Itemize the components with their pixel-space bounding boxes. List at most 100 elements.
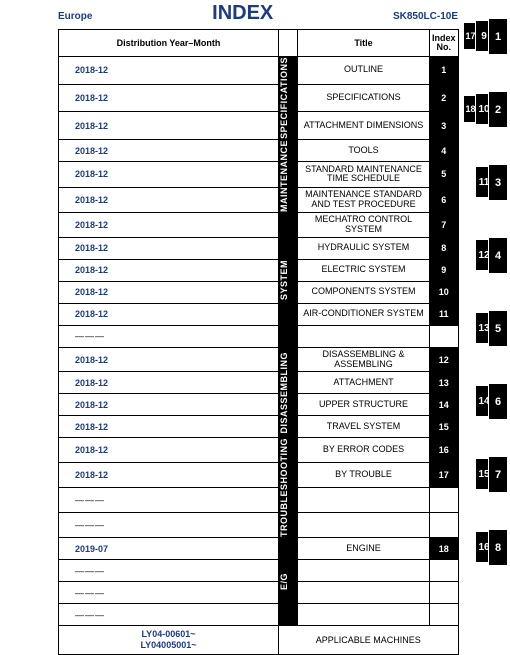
- cell-title: [298, 604, 430, 626]
- table-row: ———: [59, 488, 459, 513]
- table-row: 2018-12 AIR-CONDITIONER SYSTEM11: [59, 303, 459, 325]
- cell-title: ELECTRIC SYSTEM: [298, 259, 430, 281]
- table-row: 2018-12SYSTEMMECHATRO CONTROL SYSTEM7: [59, 212, 459, 237]
- page-title: INDEX: [212, 2, 273, 25]
- cell-distribution: ———: [59, 560, 279, 582]
- cell-title: [298, 582, 430, 604]
- cell-title: OUTLINE: [298, 57, 430, 85]
- cell-title: ENGINE: [298, 538, 430, 560]
- cell-distribution: ———: [59, 582, 279, 604]
- col-distribution: Distribution Year–Month: [59, 30, 279, 57]
- side-tab[interactable]: 7: [488, 456, 508, 493]
- cell-index-no: 3: [430, 112, 459, 140]
- cell-distribution: ———: [59, 325, 279, 347]
- cell-index-no: 16: [430, 438, 459, 463]
- cell-title: DISASSEMBLING & ASSEMBLING: [298, 347, 430, 372]
- table-row: 2019-07E/GENGINE18: [59, 538, 459, 560]
- cell-distribution: ———: [59, 604, 279, 626]
- applicable-machines: APPLICABLE MACHINES: [279, 626, 459, 655]
- cell-category: DISASSEMBLING: [279, 347, 298, 438]
- cell-title: [298, 513, 430, 538]
- table-row: 2018-12UPPER STRUCTURE14: [59, 394, 459, 416]
- cell-title: HYDRAULIC SYSTEM: [298, 237, 430, 259]
- table-row: 2018-12 STANDARD MAINTENANCE TIME SCHEDUL…: [59, 162, 459, 187]
- side-tab[interactable]: 4: [488, 237, 508, 274]
- cell-distribution: 2018-12: [59, 281, 279, 303]
- cell-distribution: 2018-12: [59, 187, 279, 212]
- table-row: ———: [59, 582, 459, 604]
- cell-index-no: [430, 488, 459, 513]
- table-row: 2018-12 ELECTRIC SYSTEM9: [59, 259, 459, 281]
- cell-index-no: 1: [430, 57, 459, 85]
- cell-title: MECHATRO CONTROL SYSTEM: [298, 212, 430, 237]
- cell-category: SYSTEM: [279, 212, 298, 347]
- col-title: Title: [298, 30, 430, 57]
- table-row: ———: [59, 513, 459, 538]
- cell-index-no: 5: [430, 162, 459, 187]
- side-tab[interactable]: 5: [488, 310, 508, 347]
- cell-index-no: 10: [430, 281, 459, 303]
- cell-index-no: [430, 325, 459, 347]
- cell-category: SPECIFICATIONS: [279, 57, 298, 140]
- table-row: 2018-12SPECIFICATIONS2: [59, 84, 459, 112]
- cell-index-no: [430, 513, 459, 538]
- table-header-row: Distribution Year–Month Title IndexNo.: [59, 30, 459, 57]
- cell-index-no: 13: [430, 372, 459, 394]
- cell-distribution: 2018-12: [59, 303, 279, 325]
- cell-index-no: 6: [430, 187, 459, 212]
- cell-title: AIR-CONDITIONER SYSTEM: [298, 303, 430, 325]
- table-row: 2018-12 MAINTENANCE STANDARD AND TEST PRO…: [59, 187, 459, 212]
- side-tab[interactable]: 2: [488, 91, 508, 128]
- cell-title: ATTACHMENT: [298, 372, 430, 394]
- cell-index-no: [430, 560, 459, 582]
- table-row: ———: [59, 325, 459, 347]
- cell-distribution: 2019-07: [59, 538, 279, 560]
- cell-title: BY TROUBLE: [298, 463, 430, 488]
- cell-index-no: 7: [430, 212, 459, 237]
- cell-distribution: 2018-12: [59, 416, 279, 438]
- table-row: 2018-12DISASSEMBLINGDISASSEMBLING & ASSE…: [59, 347, 459, 372]
- cell-title: STANDARD MAINTENANCE TIME SCHEDULE: [298, 162, 430, 187]
- cell-distribution: 2018-12: [59, 372, 279, 394]
- cell-index-no: 17: [430, 463, 459, 488]
- table-row: 2018-12BY TROUBLE17: [59, 463, 459, 488]
- cell-index-no: 18: [430, 538, 459, 560]
- side-tab[interactable]: 6: [488, 383, 508, 420]
- cell-index-no: 9: [430, 259, 459, 281]
- cell-index-no: [430, 582, 459, 604]
- page-header: Europe INDEX SK850LC-10E: [0, 0, 510, 27]
- cell-index-no: 11: [430, 303, 459, 325]
- table-row: ———: [59, 560, 459, 582]
- serial-row: LY04-00601~LY04005001~APPLICABLE MACHINE…: [59, 626, 459, 655]
- cell-title: [298, 488, 430, 513]
- cell-title: TOOLS: [298, 139, 430, 161]
- cell-distribution: 2018-12: [59, 347, 279, 372]
- table-row: 2018-12 HYDRAULIC SYSTEM8: [59, 237, 459, 259]
- side-tab[interactable]: 3: [488, 164, 508, 201]
- cell-title: TRAVEL SYSTEM: [298, 416, 430, 438]
- cell-title: UPPER STRUCTURE: [298, 394, 430, 416]
- table-row: 2018-12TROUBLESHOOTINGBY ERROR CODES16: [59, 438, 459, 463]
- cell-distribution: 2018-12: [59, 237, 279, 259]
- index-table: Distribution Year–Month Title IndexNo. 2…: [58, 29, 459, 655]
- cell-distribution: 2018-12: [59, 212, 279, 237]
- cell-distribution: 2018-12: [59, 438, 279, 463]
- header-region: Europe: [58, 11, 92, 22]
- header-model: SK850LC-10E: [393, 11, 458, 22]
- cell-distribution: 2018-12: [59, 162, 279, 187]
- cell-index-no: 8: [430, 237, 459, 259]
- cell-distribution: 2018-12: [59, 57, 279, 85]
- table-row: 2018-12MAINTENANCETOOLS4: [59, 139, 459, 161]
- col-index-no: IndexNo.: [430, 30, 459, 57]
- cell-index-no: 4: [430, 139, 459, 161]
- cell-distribution: 2018-12: [59, 259, 279, 281]
- cell-title: ATTACHMENT DIMENSIONS: [298, 112, 430, 140]
- table-row: 2018-12COMPONENTS SYSTEM10: [59, 281, 459, 303]
- cell-title: MAINTENANCE STANDARD AND TEST PROCEDURE: [298, 187, 430, 212]
- cell-index-no: 15: [430, 416, 459, 438]
- cell-title: SPECIFICATIONS: [298, 84, 430, 112]
- cell-distribution: 2018-12: [59, 394, 279, 416]
- side-tab[interactable]: 1: [488, 18, 508, 55]
- cell-category: TROUBLESHOOTING: [279, 438, 298, 538]
- side-tab[interactable]: 8: [488, 529, 508, 566]
